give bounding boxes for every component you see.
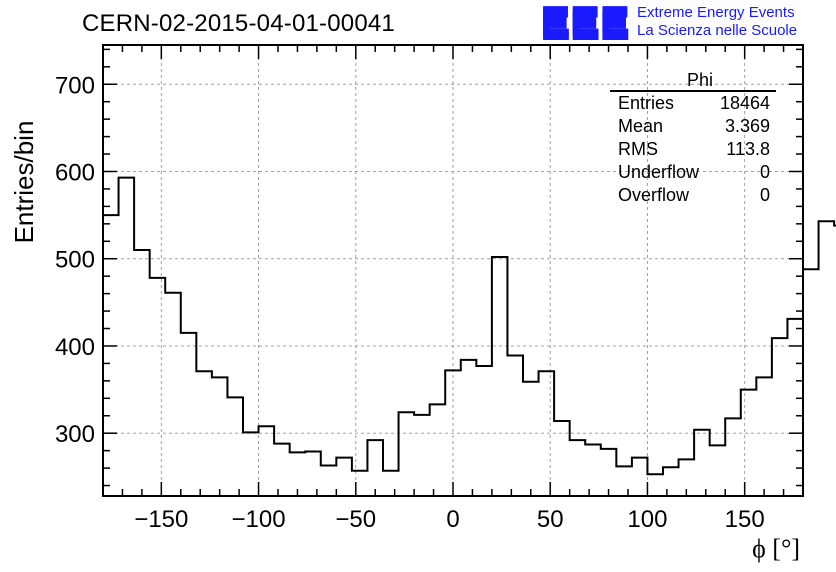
x-axis-ticks: −150 −100 −50 0 50 100 150 [102,45,804,533]
histogram-bin [616,466,632,496]
stats-row: Entries 18464 [610,92,776,115]
chart-title: CERN-02-2015-04-01-00041 [82,10,395,37]
histogram-bin [227,397,243,496]
grid-lines [103,45,803,496]
stats-label: Mean [618,116,664,136]
histogram-bin [803,269,819,496]
stats-value: 113.8 [726,139,770,159]
histogram-series [103,176,836,496]
histogram-bin [461,360,477,496]
histogram-line [103,176,836,476]
histogram-bin [819,221,835,496]
stats-label: Overflow [618,185,690,205]
y-tick-label: 700 [55,72,95,99]
histogram-bin [710,445,726,496]
y-axis-ticks: 300 400 500 600 700 [55,48,803,487]
histogram-bin [103,215,119,496]
histogram-bin [430,404,446,496]
stats-box: Phi Entries 18464 Mean 3.369 RMS 113.8 Underfl… [610,70,776,207]
histogram-bin [243,432,259,496]
y-tick-label: 400 [55,334,95,361]
histogram-bin [383,471,399,496]
histogram-bin [165,293,181,496]
stats-value: 18464 [719,93,770,113]
x-axis-label: ϕ [°] [752,534,800,563]
histogram-bin [445,370,461,496]
histogram-bin [399,412,415,496]
stats-row: Underflow 0 [610,161,776,184]
histogram-bin [725,418,741,496]
stats-label: Underflow [618,162,700,182]
x-tick-label: −50 [335,506,376,533]
stats-box-title: Phi [610,70,776,92]
histogram-bin [274,444,290,496]
stats-value: 0 [759,185,770,205]
histogram-bin [134,250,150,496]
histogram-bin [492,257,508,496]
histogram-bin [570,440,586,496]
x-tick-label: −150 [134,506,188,533]
x-tick-label: 100 [627,506,667,533]
x-tick-label: 50 [537,506,564,533]
y-tick-label: 500 [55,247,95,274]
histogram-bin [632,458,648,496]
histogram-bin [523,382,539,496]
logo-line-2: La Scienza nelle Scuole [637,22,798,39]
histogram-bin [181,333,197,496]
y-tick-label: 300 [55,421,95,448]
x-tick-label: −100 [232,506,286,533]
histogram-bin [772,338,788,496]
histogram-bin [212,377,228,496]
histogram-bin [414,415,430,496]
histogram-bin [647,474,663,496]
histogram-bin [507,356,523,496]
stats-value: 0 [759,162,770,182]
stats-row: Mean 3.369 [610,115,776,138]
histogram-bin [367,440,383,496]
histogram-bin [321,465,337,496]
histogram-bin [756,377,772,496]
stats-rows: Entries 18464 Mean 3.369 RMS 113.8 Underflow 0 O… [610,92,776,207]
stats-label: Entries [618,93,675,113]
stats-label: RMS [618,139,658,159]
histogram-bin [741,390,757,496]
histogram-bin [585,445,601,496]
histogram-bin [554,421,570,496]
x-tick-label: 0 [446,506,459,533]
x-tick-label: 150 [725,506,765,533]
histogram-bin [694,430,710,496]
logo-caption: Extreme Energy Events La Scienza nelle S… [637,4,797,40]
stats-row: Overflow 0 [610,184,776,207]
histogram-bin [259,426,275,496]
y-tick-label: 600 [55,159,95,186]
histogram-bin [336,458,352,496]
histogram-bin [663,467,679,496]
histogram-bin [601,449,617,496]
histogram-bin [196,371,212,496]
histogram-bin [352,471,368,496]
eee-logo: EEE [540,0,630,46]
histogram-bin [119,178,135,496]
stats-row: RMS 113.8 [610,138,776,161]
histogram-bin [476,366,492,496]
histogram-bin [150,278,166,496]
y-axis-label: Entries/bin [9,121,39,244]
logo-line-1: Extreme Energy Events [637,4,795,21]
stats-value: 3.369 [724,116,770,136]
histogram-bin [539,371,555,496]
histogram-bin [305,452,321,496]
